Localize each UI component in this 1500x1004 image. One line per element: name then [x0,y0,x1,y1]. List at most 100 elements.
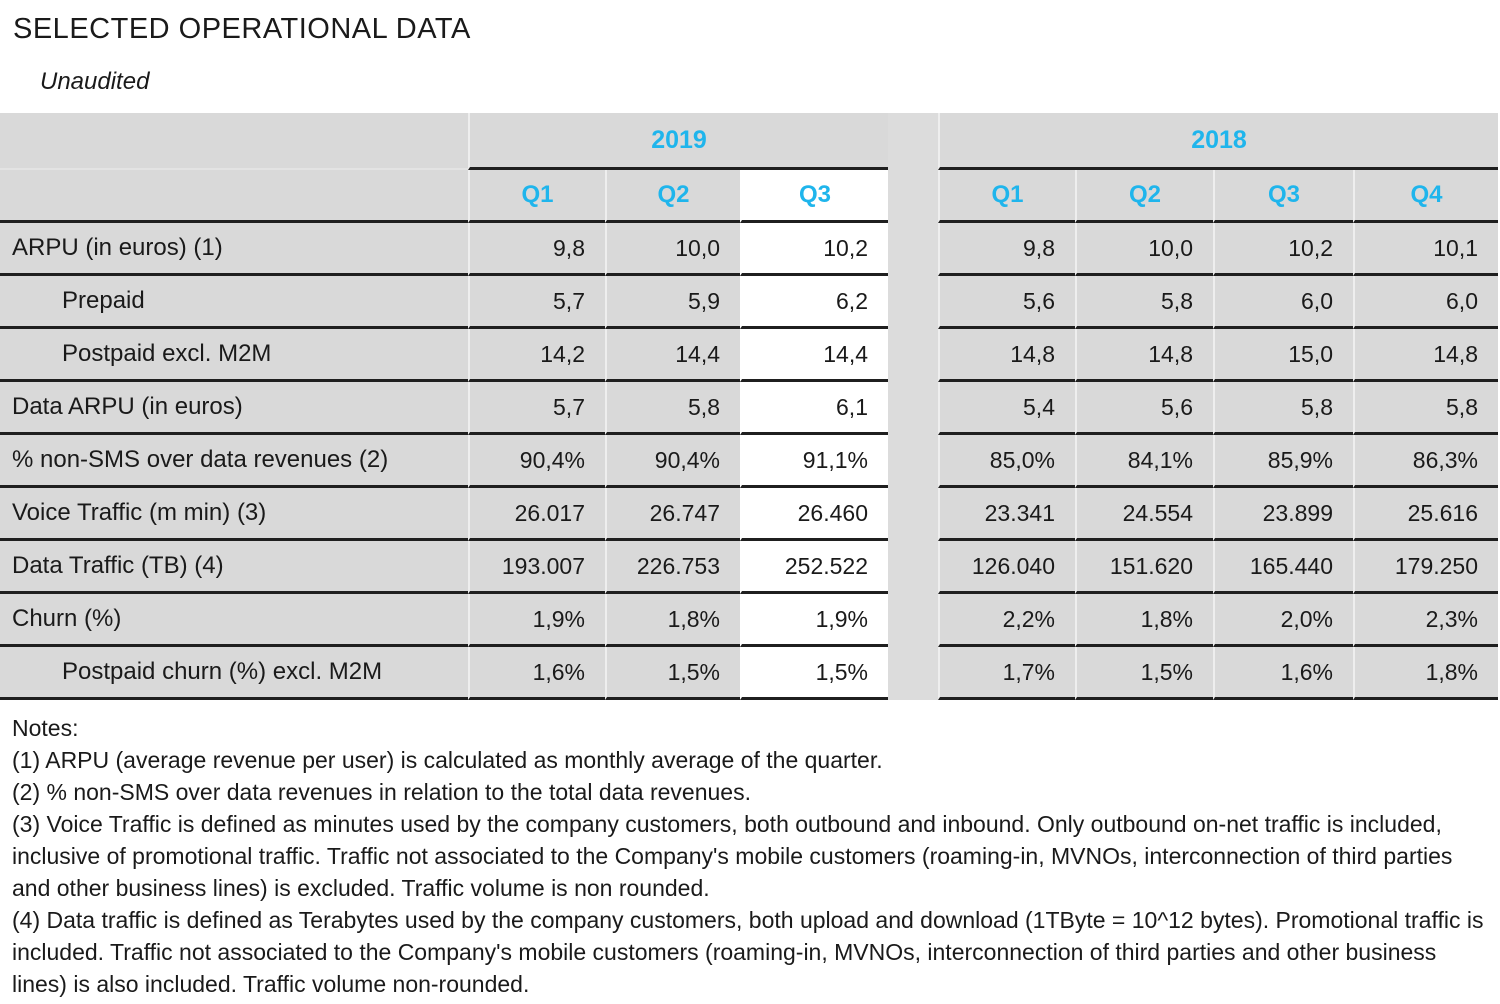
row-label: Data Traffic (TB) (4) [0,541,468,594]
report-page: SELECTED OPERATIONAL DATA Unaudited 2019… [0,12,1500,1000]
column-gap [888,435,938,488]
column-gap [888,276,938,329]
row-label: Voice Traffic (m min) (3) [0,488,468,541]
quarter-header-2018-q3: Q3 [1213,170,1353,223]
value-cell-2019-q2: 14,4 [605,329,740,382]
value-cell-2019-q1: 5,7 [468,276,605,329]
value-cell-2018-q3: 10,2 [1213,223,1353,276]
column-gap [888,223,938,276]
row-label: Postpaid churn (%) excl. M2M [0,647,468,700]
page-title: SELECTED OPERATIONAL DATA [13,13,471,45]
value-cell-2019-q2: 26.747 [605,488,740,541]
quarter-row-label-spacer [0,170,468,223]
value-cell-2018-q3: 165.440 [1213,541,1353,594]
value-cell-2019-q3: 91,1% [740,435,888,488]
table-row: Churn (%) 1,9% 1,8% 1,9% 2,2% 1,8% 2,0% 2,3% [0,594,1498,647]
row-label: Churn (%) [0,594,468,647]
value-cell-2018-q3: 2,0% [1213,594,1353,647]
value-cell-2019-q1: 193.007 [468,541,605,594]
column-gap [888,647,938,700]
notes-heading: Notes: [12,715,79,741]
value-cell-2018-q4: 5,8 [1353,382,1498,435]
value-cell-2018-q2: 24.554 [1075,488,1213,541]
quarter-header-2019-q2: Q2 [605,170,740,223]
row-label: % non-SMS over data revenues (2) [0,435,468,488]
note-item-2: (2) % non-SMS over data revenues in rela… [12,779,751,805]
value-cell-2019-q2: 5,9 [605,276,740,329]
value-cell-2018-q1: 9,8 [938,223,1075,276]
value-cell-2018-q1: 5,6 [938,276,1075,329]
table-row: Voice Traffic (m min) (3) 26.017 26.747 26.… [0,488,1498,541]
page-subtitle: Unaudited [40,68,150,95]
value-cell-2019-q2: 10,0 [605,223,740,276]
value-cell-2018-q1: 5,4 [938,382,1075,435]
year-header-2018: 2018 [938,113,1498,170]
table-row: Postpaid churn (%) excl. M2M 1,6% 1,5% 1,5%… [0,647,1498,700]
column-gap [888,594,938,647]
quarter-header-row: Q1 Q2 Q3 Q1 Q2 Q3 Q4 [0,170,1498,223]
value-cell-2019-q3: 1,5% [740,647,888,700]
value-cell-2019-q1: 14,2 [468,329,605,382]
value-cell-2018-q3: 85,9% [1213,435,1353,488]
row-label: Prepaid [0,276,468,329]
value-cell-2018-q4: 86,3% [1353,435,1498,488]
value-cell-2018-q3: 5,8 [1213,382,1353,435]
quarter-header-2019-q3: Q3 [740,170,888,223]
value-cell-2018-q2: 1,5% [1075,647,1213,700]
notes-section: Notes: (1) ARPU (average revenue per use… [0,712,1500,1000]
table-row: Data ARPU (in euros) 5,7 5,8 6,1 5,4 5,6 5,8 5,… [0,382,1498,435]
row-label: Data ARPU (in euros) [0,382,468,435]
value-cell-2018-q2: 10,0 [1075,223,1213,276]
value-cell-2018-q4: 25.616 [1353,488,1498,541]
value-cell-2018-q4: 10,1 [1353,223,1498,276]
column-gap [888,488,938,541]
table-row: Data Traffic (TB) (4) 193.007 226.753 252.5… [0,541,1498,594]
value-cell-2019-q1: 26.017 [468,488,605,541]
value-cell-2018-q1: 126.040 [938,541,1075,594]
value-cell-2018-q4: 6,0 [1353,276,1498,329]
value-cell-2018-q2: 151.620 [1075,541,1213,594]
quarter-header-2019-q1: Q1 [468,170,605,223]
value-cell-2018-q2: 1,8% [1075,594,1213,647]
table-row: Postpaid excl. M2M 14,2 14,4 14,4 14,8 14,8 15… [0,329,1498,382]
year-row-label-spacer [0,113,468,170]
value-cell-2019-q1: 5,7 [468,382,605,435]
value-cell-2018-q2: 5,6 [1075,382,1213,435]
value-cell-2019-q2: 1,5% [605,647,740,700]
value-cell-2018-q4: 2,3% [1353,594,1498,647]
row-label: ARPU (in euros) (1) [0,223,468,276]
quarter-header-2018-q4: Q4 [1353,170,1498,223]
value-cell-2019-q1: 90,4% [468,435,605,488]
value-cell-2019-q3: 6,1 [740,382,888,435]
value-cell-2018-q1: 2,2% [938,594,1075,647]
value-cell-2019-q2: 1,8% [605,594,740,647]
value-cell-2019-q3: 6,2 [740,276,888,329]
value-cell-2018-q1: 23.341 [938,488,1075,541]
value-cell-2019-q3: 14,4 [740,329,888,382]
value-cell-2018-q1: 14,8 [938,329,1075,382]
value-cell-2018-q2: 84,1% [1075,435,1213,488]
value-cell-2018-q3: 15,0 [1213,329,1353,382]
table-row: % non-SMS over data revenues (2) 90,4% 90,… [0,435,1498,488]
table-row: ARPU (in euros) (1) 9,8 10,0 10,2 9,8 10,0 10,… [0,223,1498,276]
value-cell-2018-q4: 14,8 [1353,329,1498,382]
note-item-3: (3) Voice Traffic is defined as minutes … [12,811,1453,901]
column-gap [888,329,938,382]
quarter-header-2018-q2: Q2 [1075,170,1213,223]
column-gap [888,541,938,594]
value-cell-2019-q2: 90,4% [605,435,740,488]
value-cell-2019-q1: 1,9% [468,594,605,647]
value-cell-2019-q1: 1,6% [468,647,605,700]
table-row: Prepaid 5,7 5,9 6,2 5,6 5,8 6,0 6,0 [0,276,1498,329]
operational-data-table: 2019 2018 Q1 Q2 Q3 Q1 Q2 Q3 Q4 ARPU (in … [0,113,1498,700]
value-cell-2019-q3: 10,2 [740,223,888,276]
quarter-header-2018-q1: Q1 [938,170,1075,223]
value-cell-2019-q2: 5,8 [605,382,740,435]
year-header-row: 2019 2018 [0,113,1498,170]
value-cell-2018-q3: 6,0 [1213,276,1353,329]
value-cell-2019-q3: 1,9% [740,594,888,647]
row-label: Postpaid excl. M2M [0,329,468,382]
value-cell-2019-q2: 226.753 [605,541,740,594]
note-item-4: (4) Data traffic is defined as Terabytes… [12,907,1484,997]
value-cell-2019-q1: 9,8 [468,223,605,276]
